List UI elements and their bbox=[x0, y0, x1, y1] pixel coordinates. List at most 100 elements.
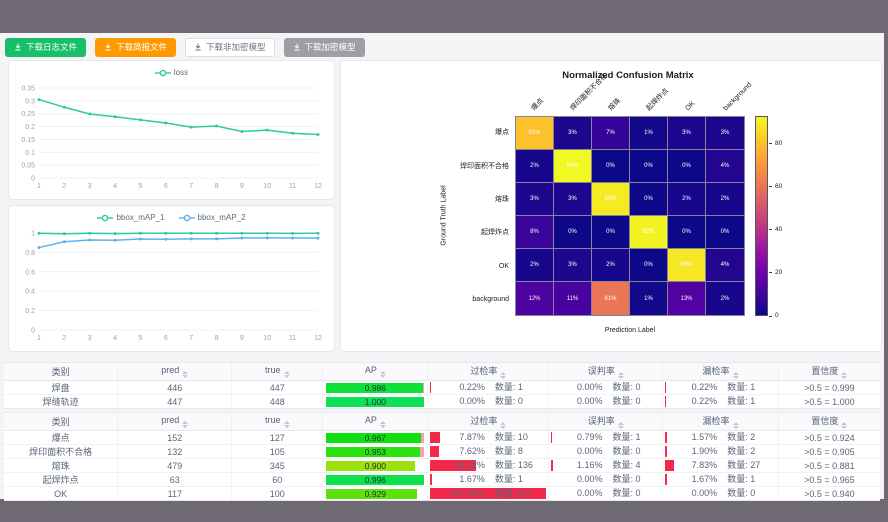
matrix-cell: 93% bbox=[554, 150, 592, 183]
column-header-AP[interactable]: AP bbox=[322, 413, 429, 431]
legend-item-loss[interactable]: loss bbox=[154, 68, 188, 77]
sort-icon[interactable] bbox=[283, 371, 290, 378]
sort-icon[interactable] bbox=[500, 372, 507, 379]
cell-misjudge-rate: 0.79% 数量: 1 bbox=[548, 430, 664, 445]
svg-text:0.15: 0.15 bbox=[21, 137, 35, 144]
download-button-3[interactable]: 下载加密模型 bbox=[283, 37, 365, 57]
sort-icon[interactable] bbox=[841, 372, 848, 379]
confusion-matrix-ylabel: Ground Truth Label bbox=[440, 185, 448, 246]
cell-misjudge-rate: 0.00% 数量: 0 bbox=[548, 394, 664, 408]
matrix-cell: 7% bbox=[592, 117, 630, 150]
column-header-误判率[interactable]: 误判率 bbox=[548, 363, 664, 381]
matrix-cell-value: 1% bbox=[644, 130, 653, 136]
cell-pred: 132 bbox=[117, 444, 233, 459]
legend-item-bbox_mAP_1[interactable]: bbox_mAP_1 bbox=[97, 213, 165, 222]
sort-icon[interactable] bbox=[182, 421, 189, 428]
cell-ap: 0.953 bbox=[322, 444, 429, 459]
sort-icon[interactable] bbox=[841, 422, 848, 429]
rate-percent: 0.22% bbox=[459, 382, 485, 392]
download-button-0[interactable]: 下载日志文件 bbox=[5, 37, 87, 57]
rate-bar bbox=[430, 460, 477, 471]
matrix-cell-value: 8% bbox=[530, 229, 539, 235]
map-chart-card: bbox_mAP_1 bbox_mAP_2 0 0.2 0.4 0.6 0.8 1 1 2 3 4 5… bbox=[8, 205, 335, 352]
column-header-误判率[interactable]: 误判率 bbox=[548, 413, 664, 431]
cell-true: 60 bbox=[231, 472, 324, 487]
column-header-置信度[interactable]: 置信度 bbox=[778, 413, 880, 431]
summary-table-welds: 类别 pred true AP 过检率 误判率 漏检率 置信度 焊盘 446 447 0.986 0.2… bbox=[4, 362, 880, 409]
colorbar-tick-label: 80 bbox=[775, 139, 783, 147]
cell-true: 100 bbox=[231, 486, 324, 500]
svg-text:3: 3 bbox=[88, 183, 92, 190]
colorbar-tick-label: 20 bbox=[775, 268, 783, 276]
ap-value: 0.929 bbox=[364, 488, 387, 499]
rate-percent: 117.00% bbox=[450, 488, 485, 498]
svg-text:4: 4 bbox=[113, 183, 117, 190]
legend-item-bbox_mAP_2[interactable]: bbox_mAP_2 bbox=[178, 213, 246, 222]
column-header-label: AP bbox=[364, 365, 377, 375]
ap-value: 0.953 bbox=[364, 446, 387, 457]
sort-icon[interactable] bbox=[500, 422, 507, 429]
svg-text:10: 10 bbox=[263, 183, 271, 190]
confusion-matrix-card: Normalized Confusion Matrix Ground Truth… bbox=[340, 60, 882, 352]
ap-bar: 0.929 bbox=[326, 488, 425, 499]
column-header-pred[interactable]: pred bbox=[117, 363, 233, 381]
column-header-label: pred bbox=[161, 365, 180, 375]
cell-confidence: >0.5 = 0.965 bbox=[778, 472, 880, 487]
cell-pred: 117 bbox=[117, 486, 233, 500]
column-header-AP[interactable]: AP bbox=[322, 363, 429, 381]
colorbar-tick-mark bbox=[769, 143, 772, 145]
matrix-cell: 0% bbox=[554, 216, 592, 249]
matrix-cell: 2% bbox=[516, 249, 554, 282]
rate-count: 数量: 1 bbox=[612, 432, 641, 442]
matrix-cell: 0% bbox=[630, 150, 668, 183]
sort-icon[interactable] bbox=[379, 421, 386, 428]
column-header-过检率[interactable]: 过检率 bbox=[427, 413, 550, 431]
column-header-置信度[interactable]: 置信度 bbox=[778, 363, 880, 381]
column-header-漏检率[interactable]: 漏检率 bbox=[662, 363, 779, 381]
download-button-2[interactable]: 下载非加密模型 bbox=[185, 37, 275, 57]
sort-icon[interactable] bbox=[617, 422, 624, 429]
svg-text:0.3: 0.3 bbox=[25, 98, 35, 105]
svg-text:12: 12 bbox=[314, 183, 322, 190]
sort-icon[interactable] bbox=[182, 371, 189, 378]
column-header-漏检率[interactable]: 漏检率 bbox=[662, 413, 779, 431]
cell-over-rate: 1.67% 数量: 1 bbox=[427, 472, 550, 487]
cell-pred: 479 bbox=[117, 458, 233, 473]
sort-icon[interactable] bbox=[379, 371, 386, 378]
download-button-1[interactable]: 下载简报文件 bbox=[95, 37, 177, 57]
sort-icon[interactable] bbox=[732, 422, 739, 429]
legend-label: bbox_mAP_1 bbox=[116, 213, 165, 222]
sort-icon[interactable] bbox=[732, 372, 739, 379]
svg-text:0.05: 0.05 bbox=[21, 163, 35, 170]
rate-count: 数量: 1 bbox=[727, 382, 756, 392]
column-header-true[interactable]: true bbox=[231, 363, 324, 381]
column-header-true[interactable]: true bbox=[231, 413, 324, 431]
svg-text:4: 4 bbox=[113, 335, 117, 342]
rate-percent: 1.57% bbox=[691, 432, 718, 442]
cell-pred: 447 bbox=[117, 394, 233, 408]
rate-count: 数量: 2 bbox=[727, 446, 756, 456]
sort-icon[interactable] bbox=[617, 372, 624, 379]
matrix-cell: 2% bbox=[592, 249, 630, 282]
svg-text:8: 8 bbox=[215, 335, 219, 342]
matrix-column-label: 起焊炸点 bbox=[645, 87, 671, 113]
svg-text:0: 0 bbox=[31, 176, 35, 183]
matrix-cell: 92% bbox=[630, 216, 668, 249]
matrix-cell-value: 0% bbox=[606, 163, 615, 169]
column-header-过检率[interactable]: 过检率 bbox=[427, 363, 550, 381]
download-icon bbox=[195, 43, 201, 51]
matrix-row-label: 起焊炸点 bbox=[481, 229, 509, 237]
matrix-cell-value: 93% bbox=[566, 163, 579, 169]
cell-category: OK bbox=[4, 486, 119, 500]
svg-text:5: 5 bbox=[139, 335, 143, 342]
matrix-cell: 2% bbox=[706, 183, 744, 216]
cell-confidence: >0.5 = 0.881 bbox=[778, 458, 880, 473]
matrix-cell: 0% bbox=[668, 150, 706, 183]
matrix-cell-value: 3% bbox=[568, 130, 577, 136]
column-header-pred[interactable]: pred bbox=[117, 413, 233, 431]
matrix-cell: 3% bbox=[554, 249, 592, 282]
cell-over-rate: 7.87% 数量: 10 bbox=[427, 430, 550, 445]
colorbar-tick-label: 40 bbox=[775, 225, 783, 233]
sort-icon[interactable] bbox=[283, 421, 290, 428]
matrix-cell-value: 7% bbox=[606, 130, 615, 136]
